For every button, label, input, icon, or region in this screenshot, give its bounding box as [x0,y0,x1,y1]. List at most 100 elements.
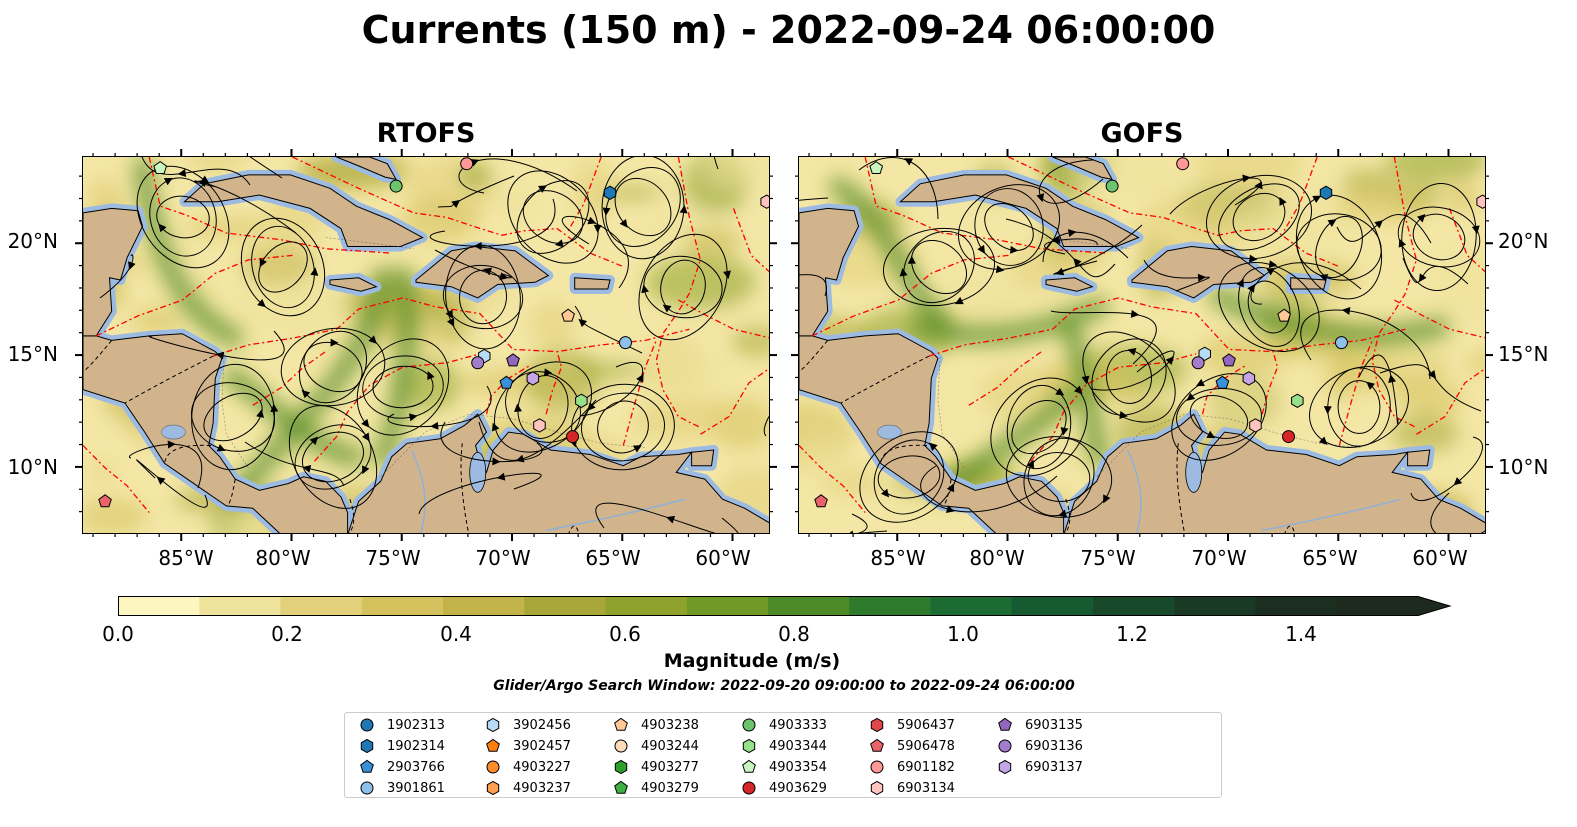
flow-arrow [1051,236,1061,245]
colorbar-tick-label: 0.0 [102,622,134,646]
flow-arrow [483,267,492,276]
flow-arrow [929,442,938,452]
flow-arrow [907,255,916,264]
flow-arrow [1398,238,1407,248]
flow-arrow [163,177,173,186]
x-tick-label-right: 80°W [969,546,1025,570]
float-marker-4903344 [1291,393,1304,408]
colorbar-segment [199,596,281,616]
x-tick-label-left: 70°W [475,546,531,570]
flow-arrow [1026,459,1035,469]
land-jamaica [1045,277,1094,292]
float-marker-6901182 [460,157,474,171]
legend-label: 4903227 [513,759,571,775]
flow-arrow [662,304,672,313]
pentagon-marker-icon [742,759,756,773]
legend-label: 1902313 [387,717,445,733]
legend-label: 5906437 [897,717,955,733]
flow-arrow [1081,375,1090,385]
float-marker-4903354 [153,160,168,174]
hexagon-marker-icon [742,738,756,754]
float-marker-4903344 [575,393,588,408]
flow-arrow [1254,181,1263,190]
circle-marker-icon [870,760,884,774]
flow-arrow [1165,356,1174,365]
flow-arrow [880,488,890,498]
colorbar-tick-label: 1.0 [947,622,979,646]
x-tick-label-right: 70°W [1191,546,1247,570]
pentagon-marker-icon [870,738,884,752]
circle-marker-icon [870,760,884,774]
circle-marker-icon [360,781,374,795]
flow-arrow [1366,381,1375,390]
search-window-caption: Glider/Argo Search Window: 2022-09-20 09… [493,678,1075,694]
eez-boundaries [799,157,1485,514]
flow-arrow [1067,229,1077,238]
flow-arrow [977,244,986,254]
hexagon-marker-icon [998,759,1012,775]
land-trinidad [1407,449,1431,467]
float-marker-4903333 [1105,179,1119,193]
legend-label: 4903354 [769,759,827,775]
legend-label: 5906478 [897,738,955,754]
flow-arrow [666,515,676,524]
hexagon-marker-icon [486,780,500,796]
flow-arrow [1196,378,1205,387]
hexagon-marker-icon [486,717,500,733]
y-tick-label-left: 20°N [7,229,58,253]
flow-arrow [1242,174,1251,183]
legend-entry: 3902456 [485,715,571,735]
legend-label: 1902314 [387,738,445,754]
float-marker-4903629 [1282,430,1296,444]
y-tick-label-left: 15°N [7,342,58,366]
pentagon-marker-icon [486,738,500,752]
circle-marker-icon [486,760,500,774]
flow-arrow [1036,193,1045,203]
x-tick-label-right: 60°W [1412,546,1468,570]
circle-marker-icon [742,781,756,795]
flow-arrow [368,335,377,344]
flow-arrow [641,284,650,294]
flow-arrow [1010,245,1019,254]
x-tick-label-left: 65°W [585,546,641,570]
flow-arrow [216,444,226,452]
flow-arrow [259,258,267,268]
flow-arrow [492,457,501,466]
flow-arrow [445,309,453,319]
hexagon-marker-icon [998,759,1012,775]
circle-marker-icon [486,760,500,774]
flow-arrow [310,267,319,276]
legend-label: 3902456 [513,717,571,733]
land-southAmerica [1063,413,1485,533]
float-marker-6903135 [506,353,520,367]
float-marker-3901861 [1334,336,1348,350]
colorbar [117,596,1452,620]
x-tick-label-right: 65°W [1302,546,1358,570]
flow-arrow [946,483,955,493]
flow-arrow [1247,283,1256,293]
legend-entry: 4903279 [613,778,699,798]
float-marker-6901182 [1176,157,1190,171]
pentagon-marker-icon [998,717,1012,731]
flow-arrow [543,368,553,377]
legend-entry: 3901861 [359,778,445,798]
colorbar-segment [1336,596,1419,616]
flow-arrow [167,440,176,449]
flow-arrow [198,179,207,188]
flow-arrow [619,218,628,228]
flow-arrow [1186,392,1196,401]
legend-entry: 4903244 [613,736,699,756]
flow-arrow [1418,273,1427,283]
land-centralAmerica [83,333,349,533]
flow-arrow [1318,436,1328,445]
flow-arrow [257,299,266,308]
hexagon-marker-icon [870,717,884,733]
streamlines [799,157,1485,533]
land-bahamas [1052,157,1114,181]
colorbar-tick-label: 0.6 [609,622,641,646]
flow-arrow [515,454,525,463]
legend-label: 4903277 [641,759,699,775]
legend-label: 4903244 [641,738,699,754]
flow-arrow [301,389,311,399]
float-marker-1902314 [603,185,617,200]
